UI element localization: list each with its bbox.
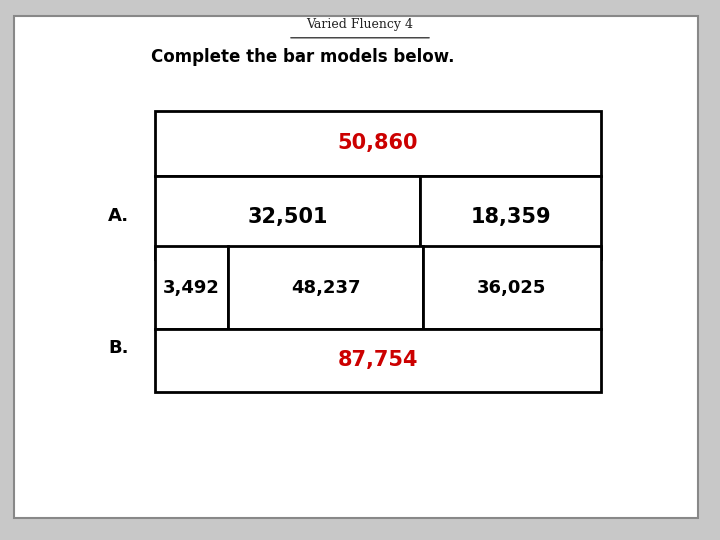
Text: 50,860: 50,860 xyxy=(338,133,418,153)
Text: 32,501: 32,501 xyxy=(248,207,328,227)
FancyBboxPatch shape xyxy=(155,329,601,392)
FancyBboxPatch shape xyxy=(155,246,228,329)
FancyBboxPatch shape xyxy=(155,176,420,259)
Text: Complete the bar models below.: Complete the bar models below. xyxy=(150,48,454,66)
FancyBboxPatch shape xyxy=(14,16,698,518)
FancyBboxPatch shape xyxy=(155,111,601,176)
Text: Varied Fluency 4: Varied Fluency 4 xyxy=(307,18,413,31)
Text: 48,237: 48,237 xyxy=(291,279,360,296)
Text: A.: A. xyxy=(108,207,130,225)
FancyBboxPatch shape xyxy=(423,246,601,329)
FancyBboxPatch shape xyxy=(228,246,423,329)
Text: 18,359: 18,359 xyxy=(470,207,551,227)
FancyBboxPatch shape xyxy=(420,176,601,259)
Text: B.: B. xyxy=(109,339,129,357)
Text: 3,492: 3,492 xyxy=(163,279,220,296)
Text: 36,025: 36,025 xyxy=(477,279,546,296)
Text: 87,754: 87,754 xyxy=(338,350,418,370)
